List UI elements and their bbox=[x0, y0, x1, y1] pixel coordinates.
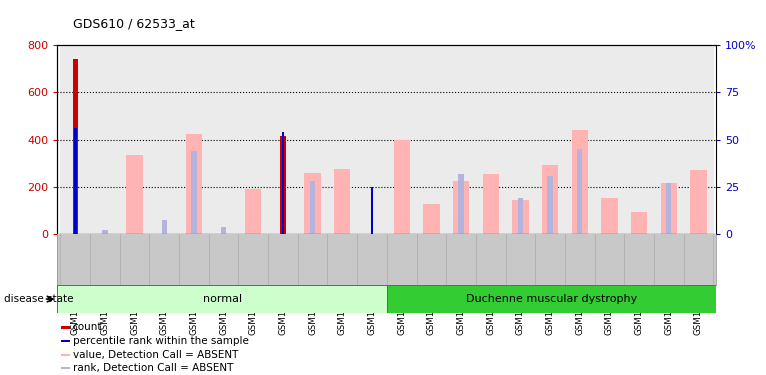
Bar bbox=[61, 45, 90, 234]
Bar bbox=[328, 45, 357, 234]
Bar bbox=[61, 326, 70, 328]
Bar bbox=[280, 136, 286, 234]
Bar bbox=[61, 340, 70, 342]
Bar bbox=[179, 45, 209, 234]
Bar bbox=[624, 45, 654, 234]
Bar bbox=[660, 183, 677, 234]
Bar bbox=[61, 367, 70, 369]
Text: Duchenne muscular dystrophy: Duchenne muscular dystrophy bbox=[466, 294, 637, 304]
Text: normal: normal bbox=[202, 294, 242, 304]
Bar bbox=[654, 45, 683, 234]
Bar bbox=[506, 45, 535, 234]
Bar bbox=[268, 45, 298, 234]
Bar bbox=[245, 189, 261, 234]
Bar bbox=[371, 187, 373, 234]
Bar bbox=[90, 45, 119, 234]
Bar bbox=[458, 174, 463, 234]
Bar bbox=[186, 134, 202, 234]
Bar bbox=[162, 220, 167, 234]
Bar bbox=[577, 149, 582, 234]
Bar bbox=[298, 45, 328, 234]
Bar bbox=[119, 45, 149, 234]
Bar bbox=[512, 200, 529, 234]
Text: value, Detection Call = ABSENT: value, Detection Call = ABSENT bbox=[73, 350, 238, 360]
Bar bbox=[666, 183, 672, 234]
Bar bbox=[221, 227, 226, 234]
Bar bbox=[357, 45, 387, 234]
Bar bbox=[535, 45, 565, 234]
Bar bbox=[282, 132, 284, 234]
Bar bbox=[690, 171, 706, 234]
Bar bbox=[601, 198, 617, 234]
Bar bbox=[149, 45, 179, 234]
Bar bbox=[394, 140, 410, 234]
Text: percentile rank within the sample: percentile rank within the sample bbox=[73, 336, 248, 346]
Bar bbox=[102, 230, 107, 234]
Bar bbox=[209, 45, 238, 234]
Text: disease state: disease state bbox=[4, 294, 74, 304]
Text: GDS610 / 62533_at: GDS610 / 62533_at bbox=[73, 17, 195, 30]
Bar bbox=[631, 212, 647, 234]
Bar bbox=[548, 176, 553, 234]
Bar bbox=[446, 45, 476, 234]
Bar bbox=[423, 204, 440, 234]
Bar bbox=[61, 354, 70, 356]
Bar bbox=[571, 130, 588, 234]
Bar bbox=[73, 59, 78, 234]
Bar bbox=[304, 173, 321, 234]
Bar bbox=[453, 181, 469, 234]
Bar bbox=[476, 45, 506, 234]
Bar bbox=[683, 45, 713, 234]
Text: rank, Detection Call = ABSENT: rank, Detection Call = ABSENT bbox=[73, 363, 233, 373]
Bar bbox=[334, 169, 351, 234]
Text: count: count bbox=[73, 322, 102, 332]
FancyBboxPatch shape bbox=[387, 285, 716, 313]
Bar bbox=[483, 174, 499, 234]
Bar bbox=[238, 45, 268, 234]
Bar bbox=[192, 151, 197, 234]
Bar bbox=[565, 45, 594, 234]
Bar bbox=[387, 45, 417, 234]
Bar bbox=[417, 45, 446, 234]
Bar bbox=[74, 128, 77, 234]
Bar bbox=[518, 198, 523, 234]
Bar bbox=[594, 45, 624, 234]
Bar bbox=[542, 165, 558, 234]
Bar bbox=[126, 155, 142, 234]
FancyBboxPatch shape bbox=[57, 285, 387, 313]
Bar bbox=[310, 182, 316, 234]
